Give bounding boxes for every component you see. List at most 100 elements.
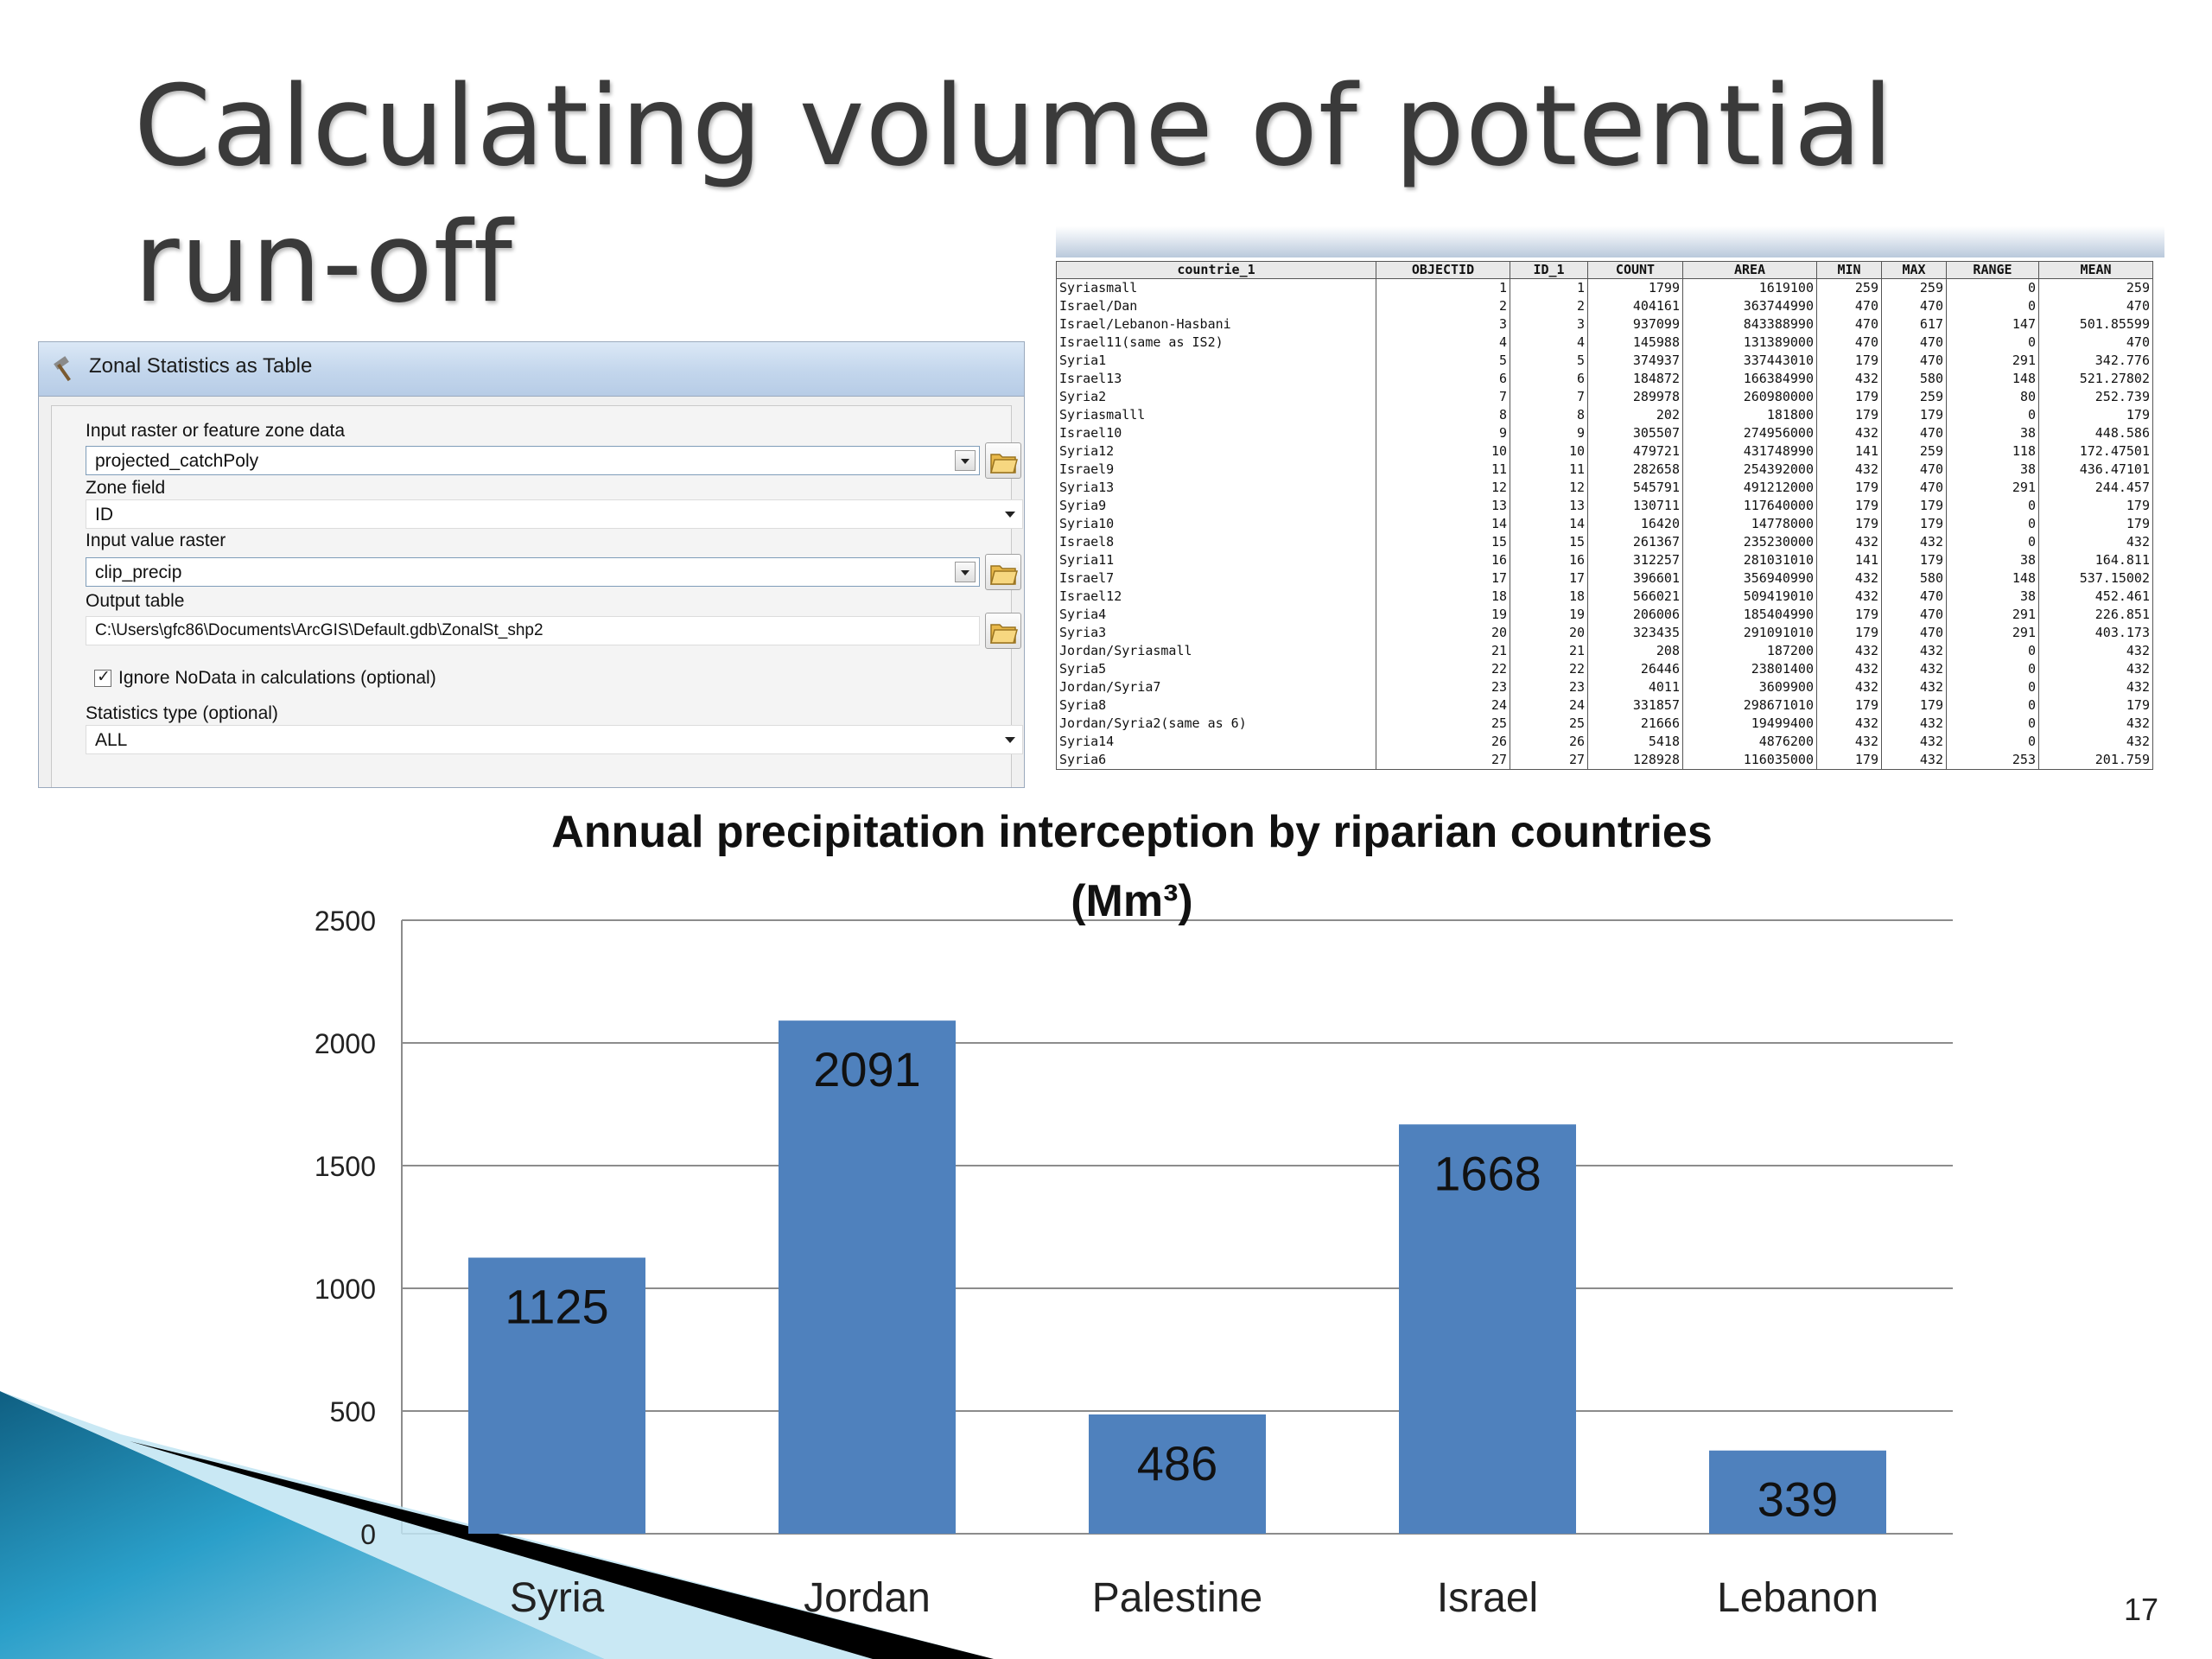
stats-type-value: ALL bbox=[95, 730, 128, 750]
value-raster-label: Input value raster bbox=[86, 531, 226, 550]
table-cell: 331857 bbox=[1587, 696, 1683, 715]
bar-palestine bbox=[1089, 1414, 1266, 1534]
output-table-input[interactable]: C:\Users\gfc86\Documents\ArcGIS\Default.… bbox=[86, 616, 980, 645]
table-cell: 206006 bbox=[1587, 606, 1683, 624]
table-row[interactable]: Israel10 9 9 305507 274956000 432 470 38 448.586 bbox=[1056, 424, 2153, 442]
table-row[interactable]: Syria4 19 19 206006 185404990 179 470 291 226.85… bbox=[1056, 606, 2153, 624]
table-cell: 16 bbox=[1510, 551, 1588, 569]
table-cell: 5 bbox=[1510, 352, 1588, 370]
table-cell: Syria10 bbox=[1056, 515, 1376, 533]
slide-title: Calculating volume of potential run-off bbox=[134, 59, 1948, 332]
table-row[interactable]: Syria14 26 26 5418 4876200 432 432 0 432 bbox=[1056, 733, 2153, 751]
column-header[interactable]: OBJECTID bbox=[1376, 261, 1510, 279]
table-row[interactable]: Israel/Dan 2 2 404161 363744990 470 470 0 470 bbox=[1056, 297, 2153, 315]
table-row[interactable]: Israel8 15 15 261367 235230000 432 432 0 432 bbox=[1056, 533, 2153, 551]
table-body: Syriasmall 1 1 1799 1619100 259 259 0 259 Israel/… bbox=[1056, 278, 2153, 770]
chevron-down-icon[interactable] bbox=[1005, 512, 1015, 518]
zone-field-select[interactable]: ID bbox=[86, 499, 1023, 529]
table-cell: Israel8 bbox=[1056, 533, 1376, 551]
table-cell: 1799 bbox=[1587, 278, 1683, 297]
table-cell: Syria9 bbox=[1056, 497, 1376, 515]
table-cell: 0 bbox=[1946, 678, 2039, 696]
table-row[interactable]: Syria3 20 20 323435 291091010 179 470 291 403.17… bbox=[1056, 624, 2153, 642]
table-row[interactable]: Syria12 10 10 479721 431748990 141 259 118 172.4… bbox=[1056, 442, 2153, 461]
table-row[interactable]: Syria9 13 13 130711 117640000 179 179 0 179 bbox=[1056, 497, 2153, 515]
browse-output-button[interactable] bbox=[985, 613, 1021, 649]
column-header[interactable]: AREA bbox=[1682, 261, 1817, 279]
table-cell: 432 bbox=[1816, 678, 1882, 696]
table-cell: 1619100 bbox=[1682, 278, 1817, 297]
browse-zone-button[interactable] bbox=[985, 442, 1021, 479]
table-cell: 491212000 bbox=[1682, 479, 1817, 497]
table-cell: 141 bbox=[1816, 442, 1882, 461]
table-cell: 10 bbox=[1510, 442, 1588, 461]
table-row[interactable]: Syriasmall 1 1 1799 1619100 259 259 0 259 bbox=[1056, 278, 2153, 297]
table-row[interactable]: Syria11 16 16 312257 281031010 141 179 38 164.81… bbox=[1056, 551, 2153, 569]
table-cell: 179 bbox=[1816, 406, 1882, 424]
table-cell: 4 bbox=[1376, 334, 1510, 352]
table-cell: 179 bbox=[1881, 515, 1947, 533]
table-row[interactable]: Syria2 7 7 289978 260980000 179 259 80 252.739 bbox=[1056, 388, 2153, 406]
chevron-down-icon[interactable] bbox=[955, 450, 976, 471]
table-cell: 501.85599 bbox=[2038, 315, 2153, 334]
table-row[interactable]: Israel13 6 6 184872 166384990 432 580 148 521.27… bbox=[1056, 370, 2153, 388]
column-header[interactable]: MIN bbox=[1816, 261, 1882, 279]
table-row[interactable]: Jordan/Syria7 23 23 4011 3609900 432 432 0 432 bbox=[1056, 678, 2153, 696]
ignore-nodata-checkbox[interactable] bbox=[94, 667, 111, 687]
table-cell: 80 bbox=[1946, 388, 2039, 406]
table-row[interactable]: Syria8 24 24 331857 298671010 179 179 0 179 bbox=[1056, 696, 2153, 715]
table-cell: Syria4 bbox=[1056, 606, 1376, 624]
table-row[interactable]: Israel7 17 17 396601 356940990 432 580 148 537.1… bbox=[1056, 569, 2153, 588]
table-cell: 0 bbox=[1946, 533, 2039, 551]
table-row[interactable]: Israel9 11 11 282658 254392000 432 470 38 436.47… bbox=[1056, 461, 2153, 479]
table-row[interactable]: Syria6 27 27 128928 116035000 179 432 253 201.75… bbox=[1056, 751, 2153, 770]
column-header[interactable]: MEAN bbox=[2038, 261, 2153, 279]
table-cell: 15 bbox=[1376, 533, 1510, 551]
attribute-table-header-bar bbox=[1056, 226, 2164, 257]
stats-type-select[interactable]: ALL bbox=[86, 725, 1023, 754]
table-cell: 259 bbox=[1816, 278, 1882, 297]
table-cell: 0 bbox=[1946, 497, 2039, 515]
table-row[interactable]: Jordan/Syriasmall 21 21 208 187200 432 432 0 432 bbox=[1056, 642, 2153, 660]
table-cell: 24 bbox=[1376, 696, 1510, 715]
table-row[interactable]: Syria10 14 14 16420 14778000 179 179 0 179 bbox=[1056, 515, 2153, 533]
table-cell: 2 bbox=[1510, 297, 1588, 315]
browse-raster-button[interactable] bbox=[985, 554, 1021, 590]
bar-syria bbox=[468, 1257, 645, 1534]
table-cell: 116035000 bbox=[1682, 751, 1817, 770]
table-cell: 0 bbox=[1946, 660, 2039, 678]
column-header[interactable]: countrie_1 bbox=[1056, 261, 1376, 279]
table-cell: 131389000 bbox=[1682, 334, 1817, 352]
input-zone-select[interactable]: projected_catchPoly bbox=[86, 446, 980, 475]
column-header[interactable]: COUNT bbox=[1587, 261, 1683, 279]
table-cell: 521.27802 bbox=[2038, 370, 2153, 388]
table-cell: 432 bbox=[1816, 424, 1882, 442]
table-row[interactable]: Syria13 12 12 545791 491212000 179 470 291 244.4… bbox=[1056, 479, 2153, 497]
chevron-down-icon[interactable] bbox=[1005, 737, 1015, 743]
table-cell: 470 bbox=[1881, 424, 1947, 442]
table-cell: Syria1 bbox=[1056, 352, 1376, 370]
table-cell: 130711 bbox=[1587, 497, 1683, 515]
table-cell: 281031010 bbox=[1682, 551, 1817, 569]
x-category-label: Palestine bbox=[1092, 1575, 1262, 1621]
column-header[interactable]: ID_1 bbox=[1510, 261, 1588, 279]
table-cell: 187200 bbox=[1682, 642, 1817, 660]
table-row[interactable]: Israel12 18 18 566021 509419010 432 470 38 452.4… bbox=[1056, 588, 2153, 606]
table-cell: 14778000 bbox=[1682, 515, 1817, 533]
input-zone-value: projected_catchPoly bbox=[95, 451, 259, 471]
chart-title: Annual precipitation interception by rip… bbox=[551, 807, 1713, 857]
value-raster-select[interactable]: clip_precip bbox=[86, 557, 980, 587]
table-row[interactable]: Israel11(same as IS2) 4 4 145988 131389000 47… bbox=[1056, 334, 2153, 352]
table-row[interactable]: Syria5 22 22 26446 23801400 432 432 0 432 bbox=[1056, 660, 2153, 678]
table-row[interactable]: Syriasmalll 8 8 202 181800 179 179 0 179 bbox=[1056, 406, 2153, 424]
table-cell: Israel10 bbox=[1056, 424, 1376, 442]
table-row[interactable]: Jordan/Syria2(same as 6) 25 25 21666 1949940… bbox=[1056, 715, 2153, 733]
data-label: 486 bbox=[1137, 1436, 1217, 1491]
table-cell: 0 bbox=[1946, 515, 2039, 533]
column-header[interactable]: MAX bbox=[1881, 261, 1947, 279]
table-row[interactable]: Israel/Lebanon-Hasbani 3 3 937099 843388990 4… bbox=[1056, 315, 2153, 334]
table-row[interactable]: Syria1 5 5 374937 337443010 179 470 291 342.776 bbox=[1056, 352, 2153, 370]
table-cell: 6 bbox=[1376, 370, 1510, 388]
column-header[interactable]: RANGE bbox=[1946, 261, 2039, 279]
chevron-down-icon[interactable] bbox=[955, 562, 976, 582]
